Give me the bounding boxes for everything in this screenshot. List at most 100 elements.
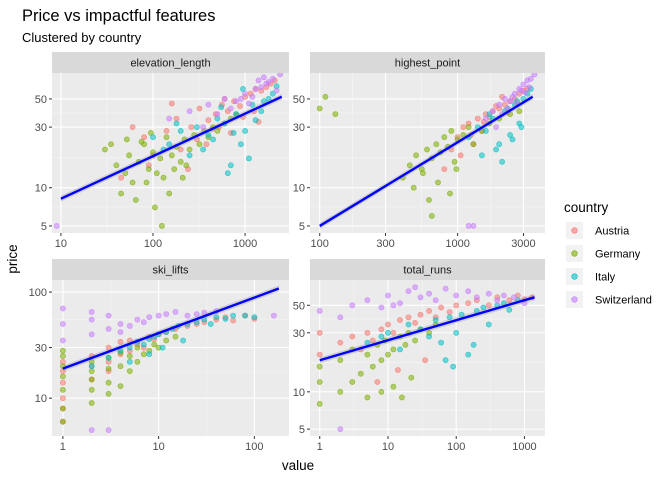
data-point-germany xyxy=(108,141,114,148)
data-point-italy xyxy=(507,132,513,138)
legend-item-italy: Italy xyxy=(566,268,616,285)
x-tick-label: 100 xyxy=(245,441,263,453)
data-point-switzerland xyxy=(88,308,95,315)
data-point-austria xyxy=(316,351,323,358)
data-point-austria xyxy=(378,326,385,333)
data-point-italy xyxy=(88,363,95,370)
data-point-germany xyxy=(369,363,376,370)
data-point-switzerland xyxy=(105,427,112,433)
data-point-germany xyxy=(168,152,175,159)
data-point-germany xyxy=(126,353,133,359)
legend-label: Switzerland xyxy=(595,295,652,307)
data-point-germany xyxy=(157,155,164,162)
data-point-germany xyxy=(408,374,415,381)
data-point-switzerland xyxy=(146,314,153,321)
data-point-germany xyxy=(118,190,124,197)
data-point-switzerland xyxy=(88,427,95,433)
data-point-italy xyxy=(405,321,412,328)
legend-label: Germany xyxy=(595,249,641,261)
data-point-italy xyxy=(205,132,212,138)
data-point-switzerland xyxy=(531,73,538,78)
data-point-austria xyxy=(205,117,212,124)
data-point-switzerland xyxy=(528,75,534,82)
x-tick-label: 10 xyxy=(382,441,394,453)
data-point-italy xyxy=(213,314,220,321)
data-point-switzerland xyxy=(105,312,112,319)
data-point-germany xyxy=(413,152,419,159)
data-point-switzerland xyxy=(507,98,513,105)
trend-line xyxy=(319,95,534,227)
x-tick-label: 100 xyxy=(447,441,465,453)
data-point-germany xyxy=(390,383,397,390)
data-point-germany xyxy=(419,170,426,177)
data-point-switzerland xyxy=(511,294,517,301)
data-point-italy xyxy=(506,306,513,313)
data-point-italy xyxy=(230,129,237,136)
data-point-germany xyxy=(322,93,329,100)
data-point-austria xyxy=(129,124,136,130)
data-point-germany xyxy=(316,379,323,385)
data-point-germany xyxy=(163,337,170,344)
data-point-switzerland xyxy=(364,297,371,304)
data-point-austria xyxy=(465,300,472,307)
chart-subtitle: Clustered by country xyxy=(22,30,142,45)
data-point-switzerland xyxy=(277,73,283,78)
data-point-germany xyxy=(105,365,112,372)
data-point-switzerland xyxy=(405,288,412,295)
data-point-germany xyxy=(117,363,124,370)
data-point-germany xyxy=(134,344,141,351)
data-point-italy xyxy=(252,117,259,124)
data-point-germany xyxy=(171,166,178,172)
data-point-switzerland xyxy=(522,89,529,96)
data-point-switzerland xyxy=(205,101,212,108)
data-point-germany xyxy=(123,136,130,143)
data-point-germany xyxy=(337,357,344,364)
legend-key-point xyxy=(571,296,578,303)
data-point-switzerland xyxy=(134,316,141,323)
data-point-italy xyxy=(465,351,472,358)
data-point-switzerland xyxy=(378,304,385,311)
data-point-germany xyxy=(447,190,453,197)
data-point-italy xyxy=(478,152,485,159)
data-point-austria xyxy=(460,124,467,130)
facet-strip xyxy=(310,52,545,73)
data-point-germany xyxy=(332,111,339,117)
data-point-austria xyxy=(412,319,418,326)
data-point-italy xyxy=(240,86,246,92)
data-point-switzerland xyxy=(117,321,124,327)
data-point-germany xyxy=(441,134,448,141)
data-point-italy xyxy=(453,329,460,336)
data-point-italy xyxy=(150,134,156,141)
data-point-germany xyxy=(412,337,418,344)
data-point-switzerland xyxy=(453,292,460,299)
data-point-italy xyxy=(496,141,503,148)
data-point-austria xyxy=(422,357,428,364)
y-tick-label: 10 xyxy=(35,393,47,405)
x-tick-label: 10 xyxy=(55,238,67,250)
data-point-italy xyxy=(269,90,276,97)
data-point-austria xyxy=(203,141,210,148)
data-point-germany xyxy=(378,357,385,364)
data-point-switzerland xyxy=(270,312,277,319)
data-point-austria xyxy=(474,115,481,122)
data-point-switzerland xyxy=(520,81,527,88)
data-point-austria xyxy=(441,166,448,172)
data-point-germany xyxy=(183,162,190,169)
data-point-germany xyxy=(160,174,167,181)
data-point-italy xyxy=(426,333,432,340)
data-point-austria xyxy=(141,134,147,141)
legend-item-switzerland: Switzerland xyxy=(566,291,652,308)
facet-strip-label: total_runs xyxy=(403,265,452,277)
data-point-switzerland xyxy=(473,294,480,301)
y-axis-title: price xyxy=(5,244,20,273)
data-point-germany xyxy=(385,351,391,358)
data-point-switzerland xyxy=(245,100,252,107)
data-point-italy xyxy=(450,363,456,370)
data-point-italy xyxy=(470,341,477,348)
points-layer xyxy=(316,73,538,229)
data-point-italy xyxy=(222,315,229,322)
data-point-germany xyxy=(138,138,145,145)
data-point-germany xyxy=(143,179,150,186)
points-layer xyxy=(316,284,536,432)
